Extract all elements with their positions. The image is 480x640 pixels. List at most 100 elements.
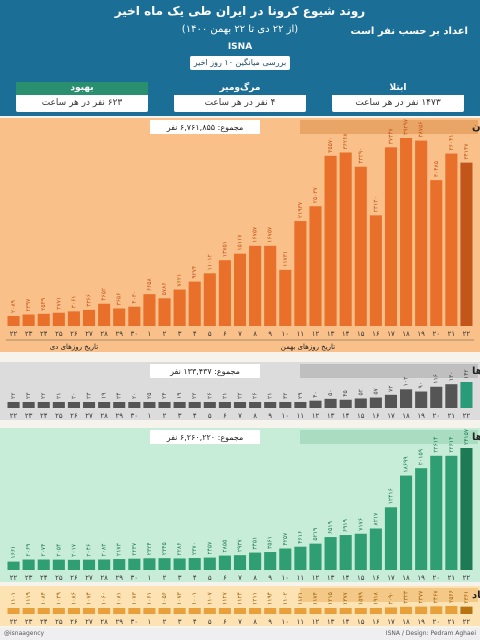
bar-label-cases-6: ۴۶۵۲ xyxy=(101,288,108,301)
bar-recovered-23 xyxy=(354,533,367,570)
tick-cases-18: ۱۰ xyxy=(282,330,290,338)
bar-label-critical-5: ۱۰۷۴ xyxy=(86,592,93,605)
bar-deaths-19 xyxy=(294,402,307,408)
bar-deaths-1 xyxy=(22,402,35,408)
bar-recovered-26 xyxy=(400,475,413,570)
bar-deaths-25 xyxy=(384,394,398,408)
bar-label-deaths-30: ۱۴۲ xyxy=(463,369,470,379)
bar-label-recovered-2: ۲۰۷۴ xyxy=(40,544,47,557)
tick-cases-12: ۴ xyxy=(193,330,197,338)
tick-critical-9: ۱ xyxy=(148,618,152,626)
bar-recovered-12 xyxy=(188,558,201,570)
bar-label-recovered-10: ۲۳۴۵ xyxy=(161,542,168,555)
tick-deaths-19: ۱۱ xyxy=(297,412,305,420)
bar-cases-8 xyxy=(128,306,141,326)
bar-critical-21 xyxy=(324,608,337,614)
panel-recovered-header xyxy=(300,430,478,444)
bar-label-deaths-0: ۲۲ xyxy=(10,393,17,399)
bar-label-recovered-15: ۲۹۳۷ xyxy=(237,538,244,552)
panel-deaths-total: مجموع: ۱۳۳,۴۳۷ نفر xyxy=(169,367,240,376)
tick-critical-14: ۶ xyxy=(223,618,227,626)
tick-cases-24: ۱۶ xyxy=(372,330,380,338)
stat-deaths-title: مرگ‌ومیر xyxy=(174,82,306,95)
tick-recovered-28: ۲۰ xyxy=(432,574,440,582)
panel-cases-title: مبتلایان xyxy=(472,122,480,133)
tick-deaths-17: ۹ xyxy=(268,412,272,420)
bar-critical-25 xyxy=(384,607,398,614)
bar-recovered-6 xyxy=(98,559,111,570)
tick-cases-19: ۱۱ xyxy=(297,330,305,338)
bar-deaths-5 xyxy=(82,402,96,408)
bar-label-recovered-26: ۱۸۶۹۹ xyxy=(403,456,410,472)
tick-recovered-15: ۷ xyxy=(238,574,242,582)
bar-deaths-3 xyxy=(52,402,65,408)
tick-deaths-0: ۲۲ xyxy=(10,412,18,420)
bar-label-deaths-11: ۱۹ xyxy=(176,393,183,399)
tick-recovered-18: ۱۰ xyxy=(282,574,290,582)
bar-recovered-14 xyxy=(218,555,231,570)
tick-cases-16: ۸ xyxy=(253,330,257,338)
tick-critical-0: ۲۲ xyxy=(10,618,18,626)
bar-cases-15 xyxy=(233,253,247,326)
bar-label-recovered-1: ۲۰۶۹ xyxy=(25,544,32,557)
bar-deaths-11 xyxy=(173,402,186,408)
bar-recovered-8 xyxy=(128,558,141,570)
panel-deaths-title: فوتی‌ها xyxy=(472,366,480,377)
bar-cases-1 xyxy=(22,314,35,326)
bar-label-recovered-28: ۲۲۶۱۴ xyxy=(433,437,440,453)
bar-critical-17 xyxy=(264,608,277,614)
tick-recovered-27: ۱۹ xyxy=(417,574,425,582)
bar-critical-8 xyxy=(128,608,141,614)
bar-critical-30 xyxy=(460,606,473,614)
tick-critical-23: ۱۵ xyxy=(357,618,365,626)
tick-recovered-3: ۲۵ xyxy=(55,574,63,582)
tick-cases-3: ۲۵ xyxy=(55,330,63,338)
tick-cases-14: ۶ xyxy=(223,330,227,338)
tick-recovered-14: ۶ xyxy=(223,574,227,582)
bar-label-recovered-9: ۲۳۲۴ xyxy=(146,542,153,555)
tick-recovered-0: ۲۲ xyxy=(10,574,18,582)
bar-label-critical-20: ۱۱۷۴ xyxy=(312,592,319,605)
bar-deaths-9 xyxy=(143,402,156,408)
tick-critical-10: ۲ xyxy=(163,618,167,626)
tick-deaths-7: ۲۹ xyxy=(115,412,123,420)
tick-recovered-11: ۳ xyxy=(178,574,182,582)
bar-critical-15 xyxy=(233,608,247,614)
bar-label-critical-27: ۲۳۷۷ xyxy=(418,590,425,604)
tick-deaths-10: ۲ xyxy=(163,412,167,420)
stat-recovery-title: بهبود xyxy=(16,82,148,95)
bar-deaths-6 xyxy=(98,402,111,408)
bar-label-critical-1: ۱۱۱۹ xyxy=(25,592,32,605)
bar-cases-10 xyxy=(158,298,171,326)
bar-label-cases-18: ۱۱۷۳۱ xyxy=(282,251,289,267)
tick-critical-3: ۲۵ xyxy=(55,618,63,626)
tick-deaths-26: ۱۸ xyxy=(402,412,410,420)
bar-label-deaths-13: ۲۶ xyxy=(206,393,213,399)
bar-recovered-27 xyxy=(415,468,428,570)
bar-recovered-2 xyxy=(37,559,50,570)
tick-recovered-10: ۲ xyxy=(163,574,167,582)
tick-deaths-27: ۱۹ xyxy=(417,412,425,420)
bar-label-deaths-29: ۱۳۰ xyxy=(448,372,455,382)
bar-critical-10 xyxy=(158,608,171,614)
bar-critical-3 xyxy=(52,608,65,614)
bar-deaths-13 xyxy=(203,402,216,408)
bar-deaths-29 xyxy=(445,384,458,408)
bar-cases-18 xyxy=(279,269,292,326)
tick-deaths-8: ۳۰ xyxy=(131,412,139,420)
tick-critical-11: ۳ xyxy=(178,618,182,626)
bar-deaths-10 xyxy=(158,402,171,408)
tick-deaths-11: ۳ xyxy=(178,412,182,420)
bar-cases-17 xyxy=(264,245,277,326)
tick-critical-13: ۵ xyxy=(208,618,212,626)
bar-label-critical-25: ۲۰۹۰ xyxy=(387,592,394,605)
bar-recovered-30 xyxy=(460,448,473,570)
tick-critical-26: ۱۸ xyxy=(402,618,410,626)
tick-recovered-8: ۳۰ xyxy=(131,574,139,582)
panel-deaths-total-box xyxy=(150,364,260,378)
bar-cases-29 xyxy=(445,153,458,326)
bar-recovered-0 xyxy=(7,561,20,570)
bar-label-cases-22: ۳۶۲۶۸ xyxy=(342,133,349,150)
bar-critical-12 xyxy=(188,608,201,614)
